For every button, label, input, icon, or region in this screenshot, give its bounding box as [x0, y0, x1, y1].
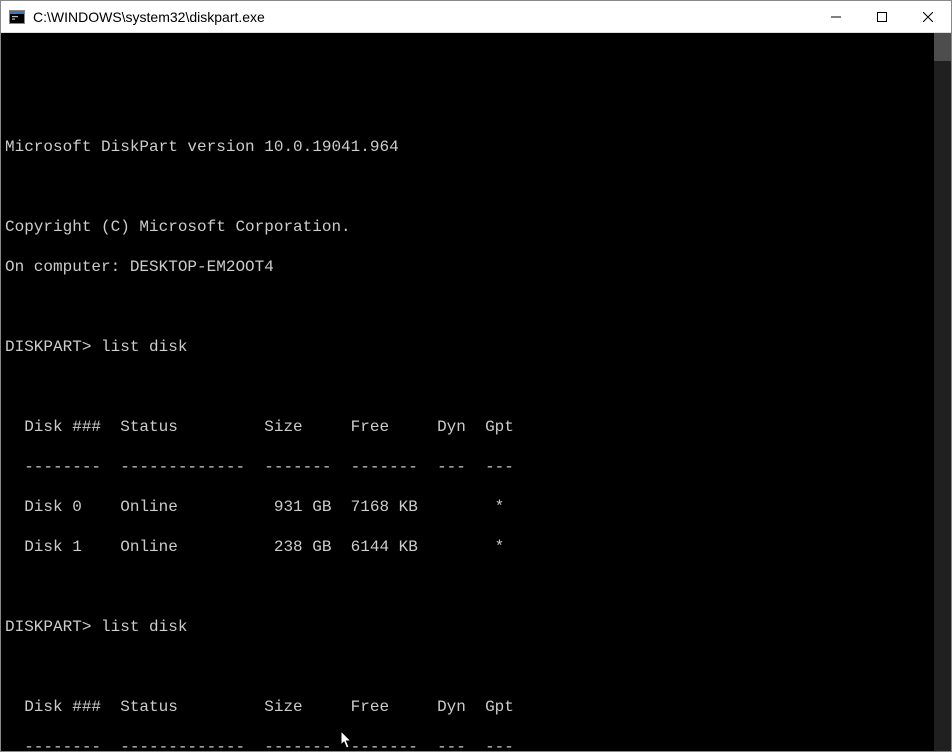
table-divider: -------- ------------- ------- ------- -… — [5, 737, 949, 751]
minimize-button[interactable] — [813, 1, 859, 33]
output-line — [5, 177, 949, 197]
prompt-line: DISKPART> list disk — [5, 617, 949, 637]
output-line — [5, 297, 949, 317]
output-line — [5, 657, 949, 677]
titlebar[interactable]: C:\WINDOWS\system32\diskpart.exe — [1, 1, 951, 33]
output-line — [5, 97, 949, 117]
terminal-content: Microsoft DiskPart version 10.0.19041.96… — [3, 77, 949, 751]
output-line — [5, 377, 949, 397]
output-line: Copyright (C) Microsoft Corporation. — [5, 217, 949, 237]
scroll-thumb[interactable] — [934, 33, 951, 61]
window-title: C:\WINDOWS\system32\diskpart.exe — [33, 9, 813, 25]
table-divider: -------- ------------- ------- ------- -… — [5, 457, 949, 477]
diskpart-window: C:\WINDOWS\system32\diskpart.exe Microso… — [0, 0, 952, 752]
prompt-line: DISKPART> list disk — [5, 337, 949, 357]
vertical-scrollbar[interactable] — [934, 33, 951, 751]
table-header: Disk ### Status Size Free Dyn Gpt — [5, 697, 949, 717]
table-row: Disk 1 Online 238 GB 6144 KB * — [5, 537, 949, 557]
terminal-area[interactable]: Microsoft DiskPart version 10.0.19041.96… — [1, 33, 951, 751]
command-text: list disk — [101, 338, 187, 356]
table-header: Disk ### Status Size Free Dyn Gpt — [5, 417, 949, 437]
console-app-icon — [9, 9, 25, 25]
output-line — [5, 577, 949, 597]
output-line: On computer: DESKTOP-EM2OOT4 — [5, 257, 949, 277]
output-line: Microsoft DiskPart version 10.0.19041.96… — [5, 137, 949, 157]
maximize-button[interactable] — [859, 1, 905, 33]
prompt: DISKPART> — [5, 618, 101, 636]
prompt: DISKPART> — [5, 338, 101, 356]
close-button[interactable] — [905, 1, 951, 33]
window-controls — [813, 1, 951, 32]
command-text: list disk — [101, 618, 187, 636]
table-row: Disk 0 Online 931 GB 7168 KB * — [5, 497, 949, 517]
